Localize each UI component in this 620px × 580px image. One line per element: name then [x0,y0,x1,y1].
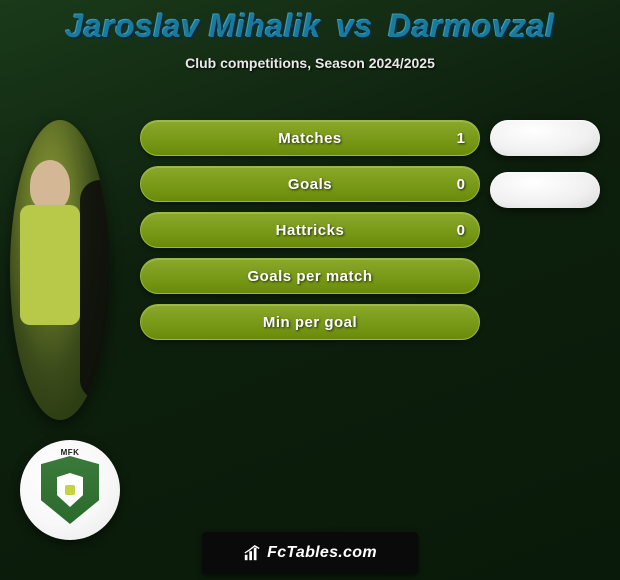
stat-label: Hattricks [276,222,345,239]
vs-separator: vs [336,8,373,44]
opponent-stat-bubble [490,172,600,208]
club-name-top: MFK [20,448,120,457]
stat-bar-hattricks: Hattricks 0 [140,212,480,248]
stat-bar-min-per-goal: Min per goal [140,304,480,340]
stat-value: 1 [457,121,465,157]
club-shield-icon [41,456,99,524]
stat-bar-goals-per-match: Goals per match [140,258,480,294]
brand-text: FcTables.com [267,544,377,562]
opponent-silhouette [80,180,110,400]
chart-icon [243,544,261,562]
stat-value: 0 [457,213,465,249]
fctables-watermark[interactable]: FcTables.com [202,532,418,574]
stats-bars: Matches 1 Goals 0 Hattricks 0 Goals per … [140,120,480,350]
stat-bar-goals: Goals 0 [140,166,480,202]
stat-label: Matches [278,130,342,147]
stat-label: Min per goal [263,314,357,331]
stat-bar-matches: Matches 1 [140,120,480,156]
stat-value: 0 [457,167,465,203]
stat-label: Goals per match [247,268,372,285]
player2-name: Darmovzal [388,8,554,44]
stat-label: Goals [288,176,332,193]
player-photo [10,120,110,420]
season-subtitle: Club competitions, Season 2024/2025 [0,55,620,71]
opponent-stat-bubble [490,120,600,156]
player1-name: Jaroslav Mihalik [66,8,321,44]
comparison-title: Jaroslav Mihalik vs Darmovzal [0,0,620,45]
club-badge: MFK [20,440,120,540]
